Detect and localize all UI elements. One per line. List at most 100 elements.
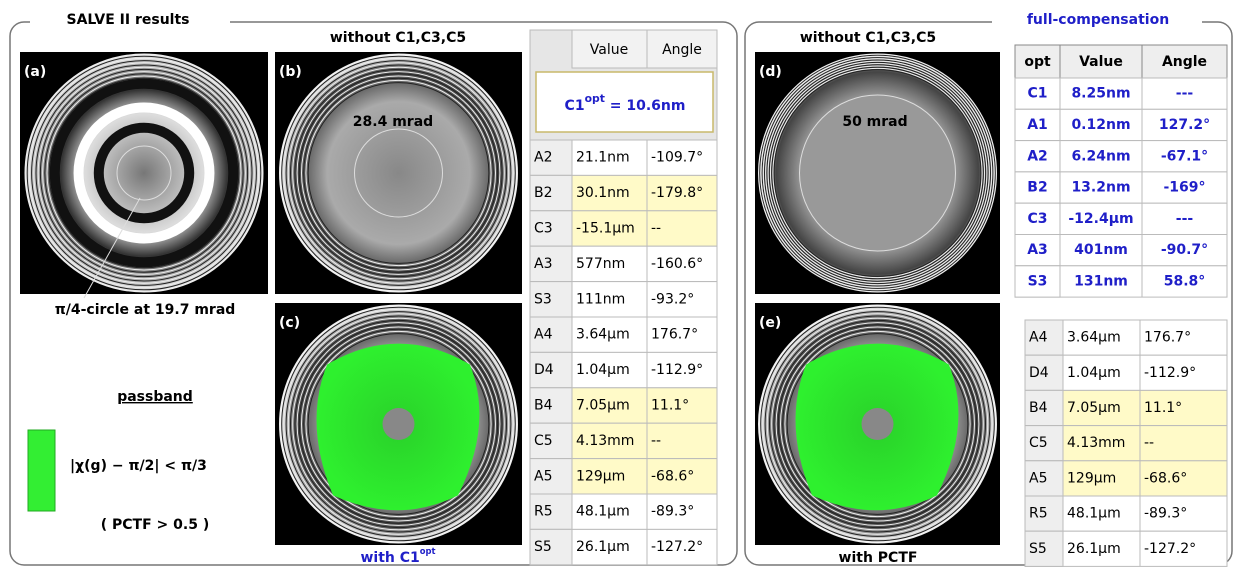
table-cell: 4.13mm	[1067, 435, 1125, 451]
table-cell: 111nm	[576, 291, 625, 307]
table-cell: -160.6°	[651, 256, 703, 272]
passband-note: ( PCTF > 0.5 )	[101, 517, 209, 533]
panel-header: without C1,C3,C5	[800, 30, 936, 46]
passband-swatch	[28, 430, 55, 511]
table-cell: 0.12nm	[1071, 117, 1130, 133]
table-cell: 577nm	[576, 256, 625, 272]
table-cell: 48.1µm	[1067, 506, 1121, 522]
table-header: opt	[1024, 54, 1051, 70]
table-cell: --	[651, 433, 661, 449]
table-cell: 1.04µm	[1067, 365, 1121, 381]
table-header: Angle	[1162, 54, 1207, 70]
phase-plate	[25, 54, 263, 292]
table-header: Value	[1079, 54, 1123, 70]
table-cell: 30.1nm	[576, 185, 630, 201]
table-cell: --	[651, 221, 661, 237]
annotation: 50 mrad	[842, 114, 907, 130]
table-cell: -68.6°	[651, 468, 694, 484]
table-header: Angle	[662, 42, 702, 58]
table-cell: A2	[534, 150, 552, 166]
panel-label: (e)	[759, 315, 781, 331]
table-cell: S5	[1029, 541, 1047, 557]
table-cell: C5	[534, 433, 553, 449]
table-cell: 401nm	[1074, 242, 1128, 258]
label-part: with C1	[360, 550, 419, 566]
table-cell: -127.2°	[1144, 541, 1196, 557]
center-spot	[862, 408, 894, 440]
table-cell: A1	[1027, 117, 1048, 133]
table-cell: -68.6°	[1144, 470, 1187, 486]
center-spot	[383, 408, 415, 440]
table-cell: ---	[1176, 86, 1194, 102]
table-cell: 8.25nm	[1071, 86, 1130, 102]
table-cell: B2	[1027, 180, 1047, 196]
table-cell: A3	[1027, 242, 1048, 258]
table-cell: 58.8°	[1164, 273, 1206, 289]
table-cell: 48.1µm	[576, 504, 630, 520]
superscript: opt	[420, 546, 436, 556]
table-cell: -109.7°	[651, 150, 703, 166]
panel-title: SALVE II results	[67, 12, 190, 28]
panel-title: full-compensation	[1027, 12, 1169, 28]
table-cell: C1	[1027, 86, 1047, 102]
table-cell: B4	[1029, 400, 1048, 416]
table-cell: 26.1µm	[1067, 541, 1121, 557]
table-cell: ---	[1176, 211, 1194, 227]
table-cell: -179.8°	[651, 185, 703, 201]
label-part: = 10.6nm	[605, 98, 686, 114]
table-cell: 26.1µm	[576, 539, 630, 555]
phase-plate	[280, 54, 518, 292]
table-cell: 129µm	[1067, 470, 1116, 486]
table-cell: S5	[534, 539, 552, 555]
table-cell: C3	[1027, 211, 1047, 227]
passband-title: passband	[117, 389, 193, 405]
table-cell: C5	[1029, 435, 1048, 451]
table-cell: 7.05µm	[576, 398, 630, 414]
table-cell: 3.64µm	[1067, 330, 1121, 346]
label-part: C1	[565, 98, 585, 114]
figure: SALVE II results full-compensation (a) (b) (…	[0, 0, 1237, 569]
table-cell: -89.3°	[651, 504, 694, 520]
table-cell: B2	[534, 185, 553, 201]
panel-label: (c)	[279, 315, 300, 331]
annotation: 28.4 mrad	[353, 114, 433, 130]
table-cell: S3	[534, 291, 552, 307]
table-cell: 11.1°	[651, 398, 689, 414]
table-cell: -169°	[1163, 180, 1205, 196]
table-cell: A4	[534, 327, 553, 343]
table-cell: -112.9°	[1144, 365, 1196, 381]
caption: π/4-circle at 19.7 mrad	[55, 302, 236, 318]
sup-label: with C1opt	[360, 546, 435, 567]
table-cell: 13.2nm	[1071, 180, 1130, 196]
table-header: Value	[590, 42, 628, 58]
table-cell: B4	[534, 398, 553, 414]
table-cell: R5	[534, 504, 553, 520]
table-cell: -15.1µm	[576, 221, 635, 237]
table-cell: R5	[1029, 506, 1048, 522]
table-cell: 176.7°	[651, 327, 698, 343]
table-cell: 131nm	[1074, 273, 1128, 289]
table-cell: -90.7°	[1161, 242, 1208, 258]
table-cell: -89.3°	[1144, 506, 1187, 522]
table-cell: -93.2°	[651, 291, 694, 307]
table-cell: 176.7°	[1144, 330, 1191, 346]
table-cell: D4	[534, 362, 554, 378]
table-cell: A2	[1027, 148, 1048, 164]
panel-label: (a)	[24, 64, 46, 80]
table-cell: 1.04µm	[576, 362, 630, 378]
table-cell: 7.05µm	[1067, 400, 1121, 416]
table-cell: -127.2°	[651, 539, 703, 555]
table-cell: 21.1nm	[576, 150, 630, 166]
caption: with PCTF	[839, 550, 918, 566]
superscript: opt	[585, 92, 605, 105]
table-cell: A3	[534, 256, 552, 272]
panel-label: (d)	[759, 64, 782, 80]
table-cell: D4	[1029, 365, 1049, 381]
table-cell: 129µm	[576, 468, 625, 484]
table-cell: A5	[1029, 470, 1047, 486]
table-cell: A5	[534, 468, 552, 484]
table-cell: C3	[534, 221, 553, 237]
panel-label: (b)	[279, 64, 302, 80]
passband-condition: |χ(g) − π/2| < π/3	[70, 458, 207, 474]
table-cell: 3.64µm	[576, 327, 630, 343]
